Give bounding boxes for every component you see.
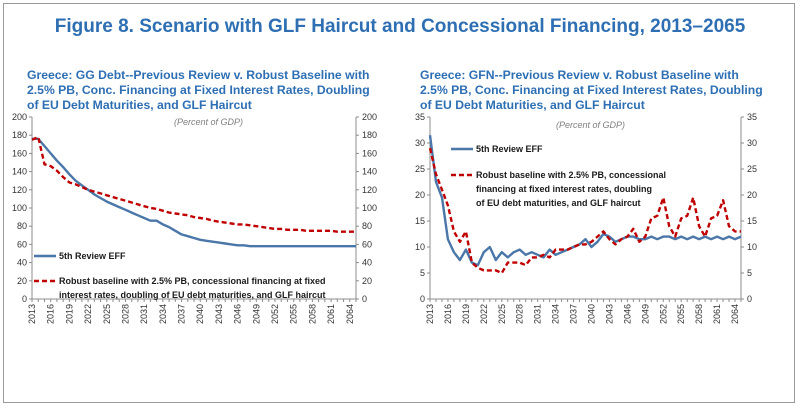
right-x-tick-label: 2013 [425, 304, 435, 324]
right-x-tick-label: 2052 [658, 304, 668, 324]
right-y-right-tick-label: 5 [747, 268, 752, 278]
right-x-tick-label: 2037 [569, 304, 579, 324]
right-x-tick-label: 2049 [640, 304, 650, 324]
right-y-right-tick-label: 15 [747, 216, 757, 226]
left-y-tick-label: 20 [17, 276, 27, 286]
left-x-tick-label: 2061 [326, 304, 336, 324]
right-y-right-tick-label: 35 [747, 112, 757, 122]
right-x-tick-label: 2034 [551, 304, 561, 324]
left-y-right-tick-label: 20 [362, 276, 372, 286]
left-y-tick-label: 60 [17, 239, 27, 249]
right-chart-title-line-3: of EU Debt Maturities, and GLF Haircut [420, 98, 645, 112]
right-x-tick-label: 2061 [712, 304, 722, 324]
left-x-tick-label: 2064 [345, 304, 355, 324]
left-y-right-tick-label: 140 [362, 167, 377, 177]
right-y-tick-label: 20 [415, 190, 425, 200]
left-x-tick-label: 2028 [120, 304, 130, 324]
right-x-tick-label: 2028 [515, 304, 525, 324]
right-x-tick-label: 2022 [479, 304, 489, 324]
left-y-right-tick-label: 120 [362, 185, 377, 195]
left-y-tick-label: 200 [12, 112, 27, 122]
left-x-tick-label: 2043 [214, 304, 224, 324]
left-y-right-tick-label: 200 [362, 112, 377, 122]
right-y-tick-label: 35 [415, 112, 425, 122]
right-y-right-tick-label: 0 [747, 294, 752, 304]
left-y-right-tick-label: 180 [362, 130, 377, 140]
left-y-tick-label: 80 [17, 221, 27, 231]
right-chart-title-line-2: 2.5% PB, Conc. Financing at Fixed Intere… [420, 83, 763, 97]
right-y-tick-label: 15 [415, 216, 425, 226]
right-legend-label-2: Robust baseline with 2.5% PB, concession… [476, 170, 666, 180]
right-x-tick-label: 2064 [730, 304, 740, 324]
figure-title: Figure 8. Scenario with GLF Haircut and … [54, 16, 746, 37]
right-chart-title: Greece: GFN--Previous Review v. Robust B… [420, 68, 763, 113]
left-chart-title-line-1: Greece: GG Debt--Previous Review v. Robu… [27, 68, 370, 82]
left-y-tick-label: 160 [12, 148, 27, 158]
left-y-right-tick-label: 160 [362, 148, 377, 158]
left-x-tick-label: 2046 [233, 304, 243, 324]
right-x-tick-label: 2019 [461, 304, 471, 324]
left-x-tick-label: 2049 [251, 304, 261, 324]
right-y-right-tick-label: 25 [747, 164, 757, 174]
left-y-tick-label: 0 [22, 294, 27, 304]
left-chart-title-line-2: 2.5% PB, Conc. Financing at Fixed Intere… [27, 83, 370, 97]
left-x-tick-label: 2034 [158, 304, 168, 324]
left-y-tick-label: 100 [12, 203, 27, 213]
left-series-robust-baseline [31, 135, 356, 233]
left-legend-label-2: interest rates, doubling of EU debt matu… [59, 290, 326, 300]
right-series-robust-baseline [428, 147, 741, 275]
left-y-tick-label: 140 [12, 167, 27, 177]
left-legend-label-1: 5th Review EFF [59, 251, 126, 261]
right-x-tick-label: 2016 [443, 304, 453, 324]
left-x-tick-label: 2022 [83, 304, 93, 324]
right-y-right-tick-label: 10 [747, 242, 757, 252]
left-x-tick-label: 2025 [102, 304, 112, 324]
right-x-tick-label: 2055 [676, 304, 686, 324]
left-chart-title-line-3: of EU Debt Maturities, and GLF Haircut [27, 98, 252, 112]
left-y-right-tick-label: 60 [362, 239, 372, 249]
left-y-right-tick-label: 40 [362, 258, 372, 268]
right-y-tick-label: 25 [415, 164, 425, 174]
left-y-tick-label: 120 [12, 185, 27, 195]
left-x-tick-label: 2013 [27, 304, 37, 324]
right-y-tick-label: 10 [415, 242, 425, 252]
right-y-tick-label: 30 [415, 138, 425, 148]
right-y-tick-label: 5 [420, 268, 425, 278]
figure-frame [3, 3, 795, 403]
left-x-tick-label: 2019 [64, 304, 74, 324]
left-x-tick-label: 2040 [195, 304, 205, 324]
right-chart-title-line-1: Greece: GFN--Previous Review v. Robust B… [420, 68, 739, 82]
left-chart-unit: (Percent of GDP) [174, 117, 244, 127]
right-chart-unit: (Percent of GDP) [556, 120, 626, 130]
left-x-tick-label: 2037 [177, 304, 187, 324]
left-series-5th-review [32, 137, 356, 248]
left-y-tick-label: 40 [17, 258, 27, 268]
left-debt-chart: 0204060801001201401601802000204060801001… [12, 112, 377, 324]
left-x-tick-label: 2058 [307, 304, 317, 324]
left-x-tick-label: 2031 [139, 304, 149, 324]
right-legend-label-2: of EU debt maturities, and GLF haircut [476, 198, 641, 208]
left-y-right-tick-label: 80 [362, 221, 372, 231]
left-legend-label-2: Robust baseline with 2.5% PB, concession… [59, 276, 326, 286]
right-x-tick-label: 2043 [604, 304, 614, 324]
right-series-5th-review [428, 135, 742, 267]
left-x-tick-label: 2052 [270, 304, 280, 324]
right-y-tick-label: 0 [420, 294, 425, 304]
left-y-right-tick-label: 0 [362, 294, 367, 304]
left-y-right-tick-label: 100 [362, 203, 377, 213]
right-legend-label-1: 5th Review EFF [476, 144, 543, 154]
left-x-tick-label: 2055 [289, 304, 299, 324]
left-x-tick-label: 2016 [46, 304, 56, 324]
left-y-tick-label: 180 [12, 130, 27, 140]
left-chart-title: Greece: GG Debt--Previous Review v. Robu… [27, 68, 370, 113]
right-x-tick-label: 2040 [586, 304, 596, 324]
right-y-right-tick-label: 20 [747, 190, 757, 200]
right-legend-label-2: financing at fixed interest rates, doubl… [476, 184, 652, 194]
right-x-tick-label: 2031 [533, 304, 543, 324]
right-x-tick-label: 2058 [694, 304, 704, 324]
right-x-tick-label: 2025 [497, 304, 507, 324]
right-y-right-tick-label: 30 [747, 138, 757, 148]
right-x-tick-label: 2046 [622, 304, 632, 324]
